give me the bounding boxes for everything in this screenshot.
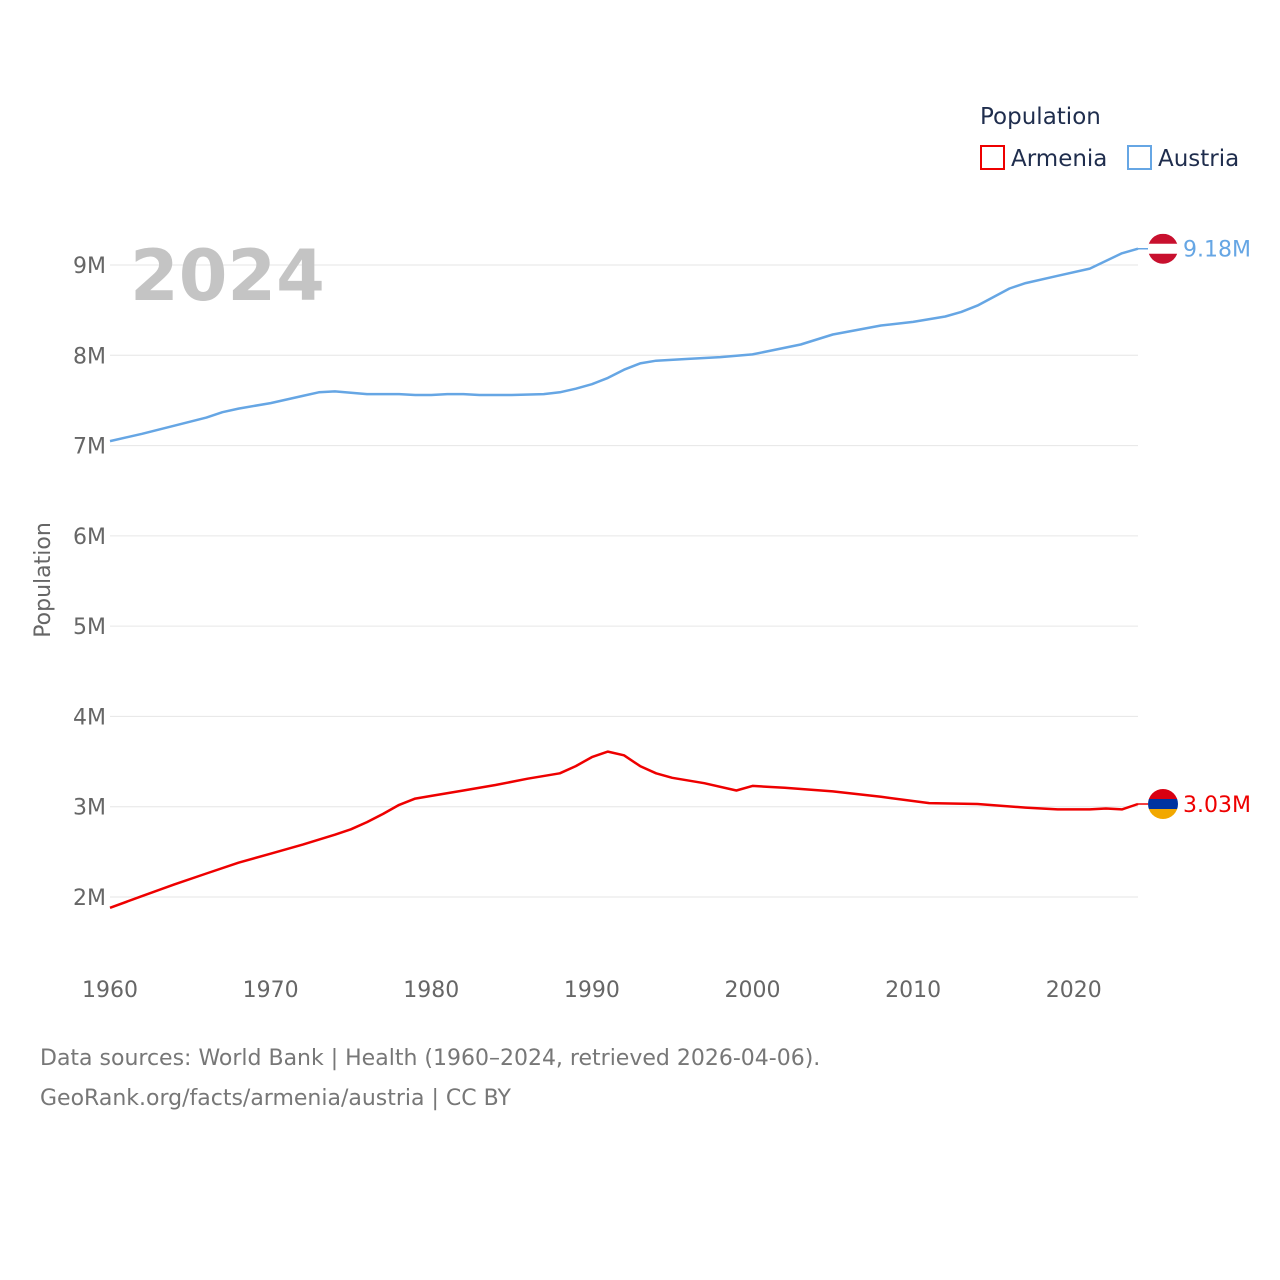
y-axis-ticks: 2M 3M 4M 5M 6M 7M 8M 9M [73, 254, 106, 911]
series-end-markers: 3.03M 9.18M [1138, 233, 1251, 820]
attribution-link[interactable]: GeoRank.org/facts/armenia/austria | CC B… [40, 1086, 511, 1111]
end-value-label-armenia: 3.03M [1183, 793, 1251, 818]
y-tick-label: 8M [73, 344, 106, 369]
end-value-label-austria: 9.18M [1183, 238, 1251, 263]
series-lines [109, 247, 1139, 909]
legend-swatch-armenia [980, 145, 1005, 170]
x-tick-label: 1980 [403, 978, 459, 1003]
y-tick-label: 2M [73, 886, 106, 911]
x-tick-label: 1960 [82, 978, 138, 1003]
x-tick-label: 1970 [243, 978, 299, 1003]
x-axis-ticks: 1960 1970 1980 1990 2000 2010 2020 [82, 978, 1102, 1003]
y-axis-title: Population [31, 522, 56, 638]
y-tick-label: 5M [73, 615, 106, 640]
x-tick-label: 1990 [564, 978, 620, 1003]
legend-label-austria: Austria [1158, 146, 1239, 172]
y-tick-label: 7M [73, 435, 106, 460]
legend-label-armenia: Armenia [1011, 146, 1107, 172]
x-tick-label: 2020 [1046, 978, 1102, 1003]
data-sources-note: Data sources: World Bank | Health (1960–… [40, 1046, 821, 1071]
legend-swatch-austria [1127, 145, 1152, 170]
series-line-austria[interactable] [109, 247, 1139, 443]
y-tick-label: 9M [73, 254, 106, 279]
y-tick-label: 4M [73, 705, 106, 730]
year-label: 2024 [130, 235, 325, 317]
y-tick-label: 6M [73, 525, 106, 550]
grid-lines [110, 264, 1138, 898]
legend: Population Armenia Austria [980, 104, 1239, 172]
legend-item-austria[interactable]: Austria [1127, 145, 1239, 172]
legend-item-armenia[interactable]: Armenia [980, 145, 1107, 172]
armenia-flag-icon [1148, 789, 1178, 820]
legend-title: Population [980, 104, 1101, 130]
y-tick-label: 3M [73, 796, 106, 821]
austria-flag-icon [1148, 233, 1178, 264]
series-line-armenia[interactable] [109, 750, 1139, 909]
x-tick-label: 2010 [885, 978, 941, 1003]
x-tick-label: 2000 [725, 978, 781, 1003]
